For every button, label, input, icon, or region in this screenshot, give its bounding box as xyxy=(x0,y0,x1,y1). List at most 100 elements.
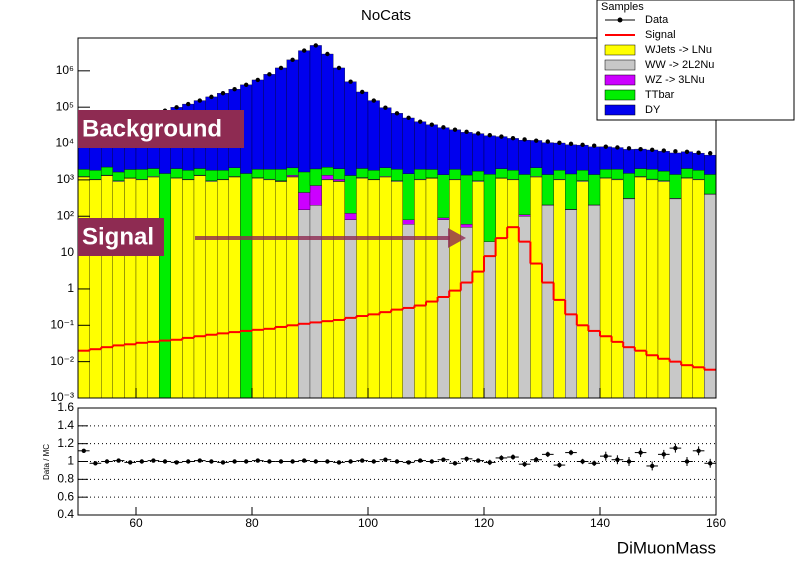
ratio-point xyxy=(116,458,121,463)
bar-segment xyxy=(495,178,508,399)
bar-segment xyxy=(112,171,125,181)
bar-segment xyxy=(634,148,647,169)
ratio-point xyxy=(325,459,330,464)
bar-segment xyxy=(147,168,160,177)
y-tick-label: 10⁵ xyxy=(56,99,74,113)
x-tick-label: 160 xyxy=(706,516,726,530)
data-point xyxy=(325,51,330,57)
data-point xyxy=(255,77,260,83)
bar-segment xyxy=(553,170,566,180)
ratio-y-label: Data / MC xyxy=(42,444,51,480)
ratio-y-tick-label: 1.6 xyxy=(57,400,74,414)
bar-segment xyxy=(321,179,334,399)
bar-segment xyxy=(623,173,635,199)
ratio-point xyxy=(267,459,272,464)
data-point xyxy=(684,149,690,155)
bar-segment xyxy=(507,170,519,180)
data-point xyxy=(580,142,585,148)
data-point xyxy=(487,132,492,138)
annotation-box xyxy=(78,110,244,148)
bar-segment xyxy=(147,176,160,399)
bar-segment xyxy=(576,169,589,181)
bar-segment xyxy=(333,168,345,180)
bar-segment xyxy=(681,168,693,178)
data-point xyxy=(708,151,713,156)
bar-segment xyxy=(124,178,137,399)
bar-segment xyxy=(565,173,577,210)
ratio-point xyxy=(487,460,492,465)
bar-segment xyxy=(565,209,577,399)
legend-label: Signal xyxy=(645,29,676,41)
ratio-point xyxy=(476,458,481,463)
bar-segment xyxy=(530,176,543,399)
ratio-point xyxy=(626,459,632,464)
bar-segment xyxy=(101,175,113,399)
ratio-point xyxy=(545,452,550,457)
bar-segment xyxy=(518,139,531,175)
bar-segment xyxy=(576,181,589,399)
data-point xyxy=(557,140,562,145)
bar-segment xyxy=(402,224,415,399)
data-point xyxy=(429,122,434,127)
bar-segment xyxy=(518,216,531,399)
ratio-point xyxy=(429,459,434,464)
bar-segment xyxy=(333,181,345,399)
data-point xyxy=(545,139,550,144)
bar-segment xyxy=(460,227,473,399)
bar-segment xyxy=(588,174,601,206)
ratio-point xyxy=(360,458,365,463)
ratio-point xyxy=(255,458,260,463)
bar-segment xyxy=(333,67,345,169)
data-point xyxy=(603,144,608,149)
legend-symbol xyxy=(617,17,623,23)
bar-segment xyxy=(657,151,670,172)
bar-segment xyxy=(356,178,369,399)
legend-label: DY xyxy=(645,104,661,116)
ratio-y-tick-label: 0.4 xyxy=(57,507,74,521)
ratio-point xyxy=(93,461,98,466)
bar-segment xyxy=(669,174,682,199)
ratio-point xyxy=(510,454,516,460)
bar-segment xyxy=(634,176,647,399)
ratio-point xyxy=(592,461,597,466)
legend-label: WJets -> LNu xyxy=(645,44,712,56)
bar-segment xyxy=(286,59,299,169)
ratio-point xyxy=(186,459,191,464)
bar-segment xyxy=(298,171,311,193)
bar-segment xyxy=(681,151,693,169)
bar-segment xyxy=(483,135,496,175)
data-point xyxy=(244,82,249,88)
bar-segment xyxy=(623,198,635,399)
ratio-point xyxy=(209,459,214,464)
legend-label: WZ -> 3LNu xyxy=(645,74,705,86)
bar-segment xyxy=(379,107,392,168)
data-point xyxy=(278,65,284,71)
bar-segment xyxy=(356,168,369,178)
data-point xyxy=(418,119,423,124)
ratio-y-tick-label: 0.6 xyxy=(57,489,74,503)
bar-segment xyxy=(321,175,334,180)
bar-segment xyxy=(414,179,427,399)
y-tick-label: 10² xyxy=(57,208,74,222)
ratio-y-tick-label: 1 xyxy=(67,454,74,468)
ratio-point xyxy=(557,462,562,468)
bar-segment xyxy=(692,170,705,180)
bar-segment xyxy=(379,167,392,177)
x-tick-label: 60 xyxy=(129,516,143,530)
x-tick-label: 80 xyxy=(245,516,259,530)
ratio-y-tick-label: 0.8 xyxy=(57,472,74,486)
bar-segment xyxy=(483,174,496,242)
bar-segment xyxy=(309,45,322,170)
ratio-point xyxy=(522,461,527,467)
data-point xyxy=(174,105,179,110)
bar-segment xyxy=(367,179,380,399)
bar-segment xyxy=(124,169,137,179)
bar-segment xyxy=(402,117,415,174)
bar-segment xyxy=(414,121,427,170)
bar-segment xyxy=(553,142,566,171)
x-tick-label: 120 xyxy=(474,516,494,530)
bar-segment xyxy=(228,167,241,177)
data-point xyxy=(626,146,632,151)
bar-segment xyxy=(495,168,508,179)
x-tick-label: 140 xyxy=(590,516,610,530)
